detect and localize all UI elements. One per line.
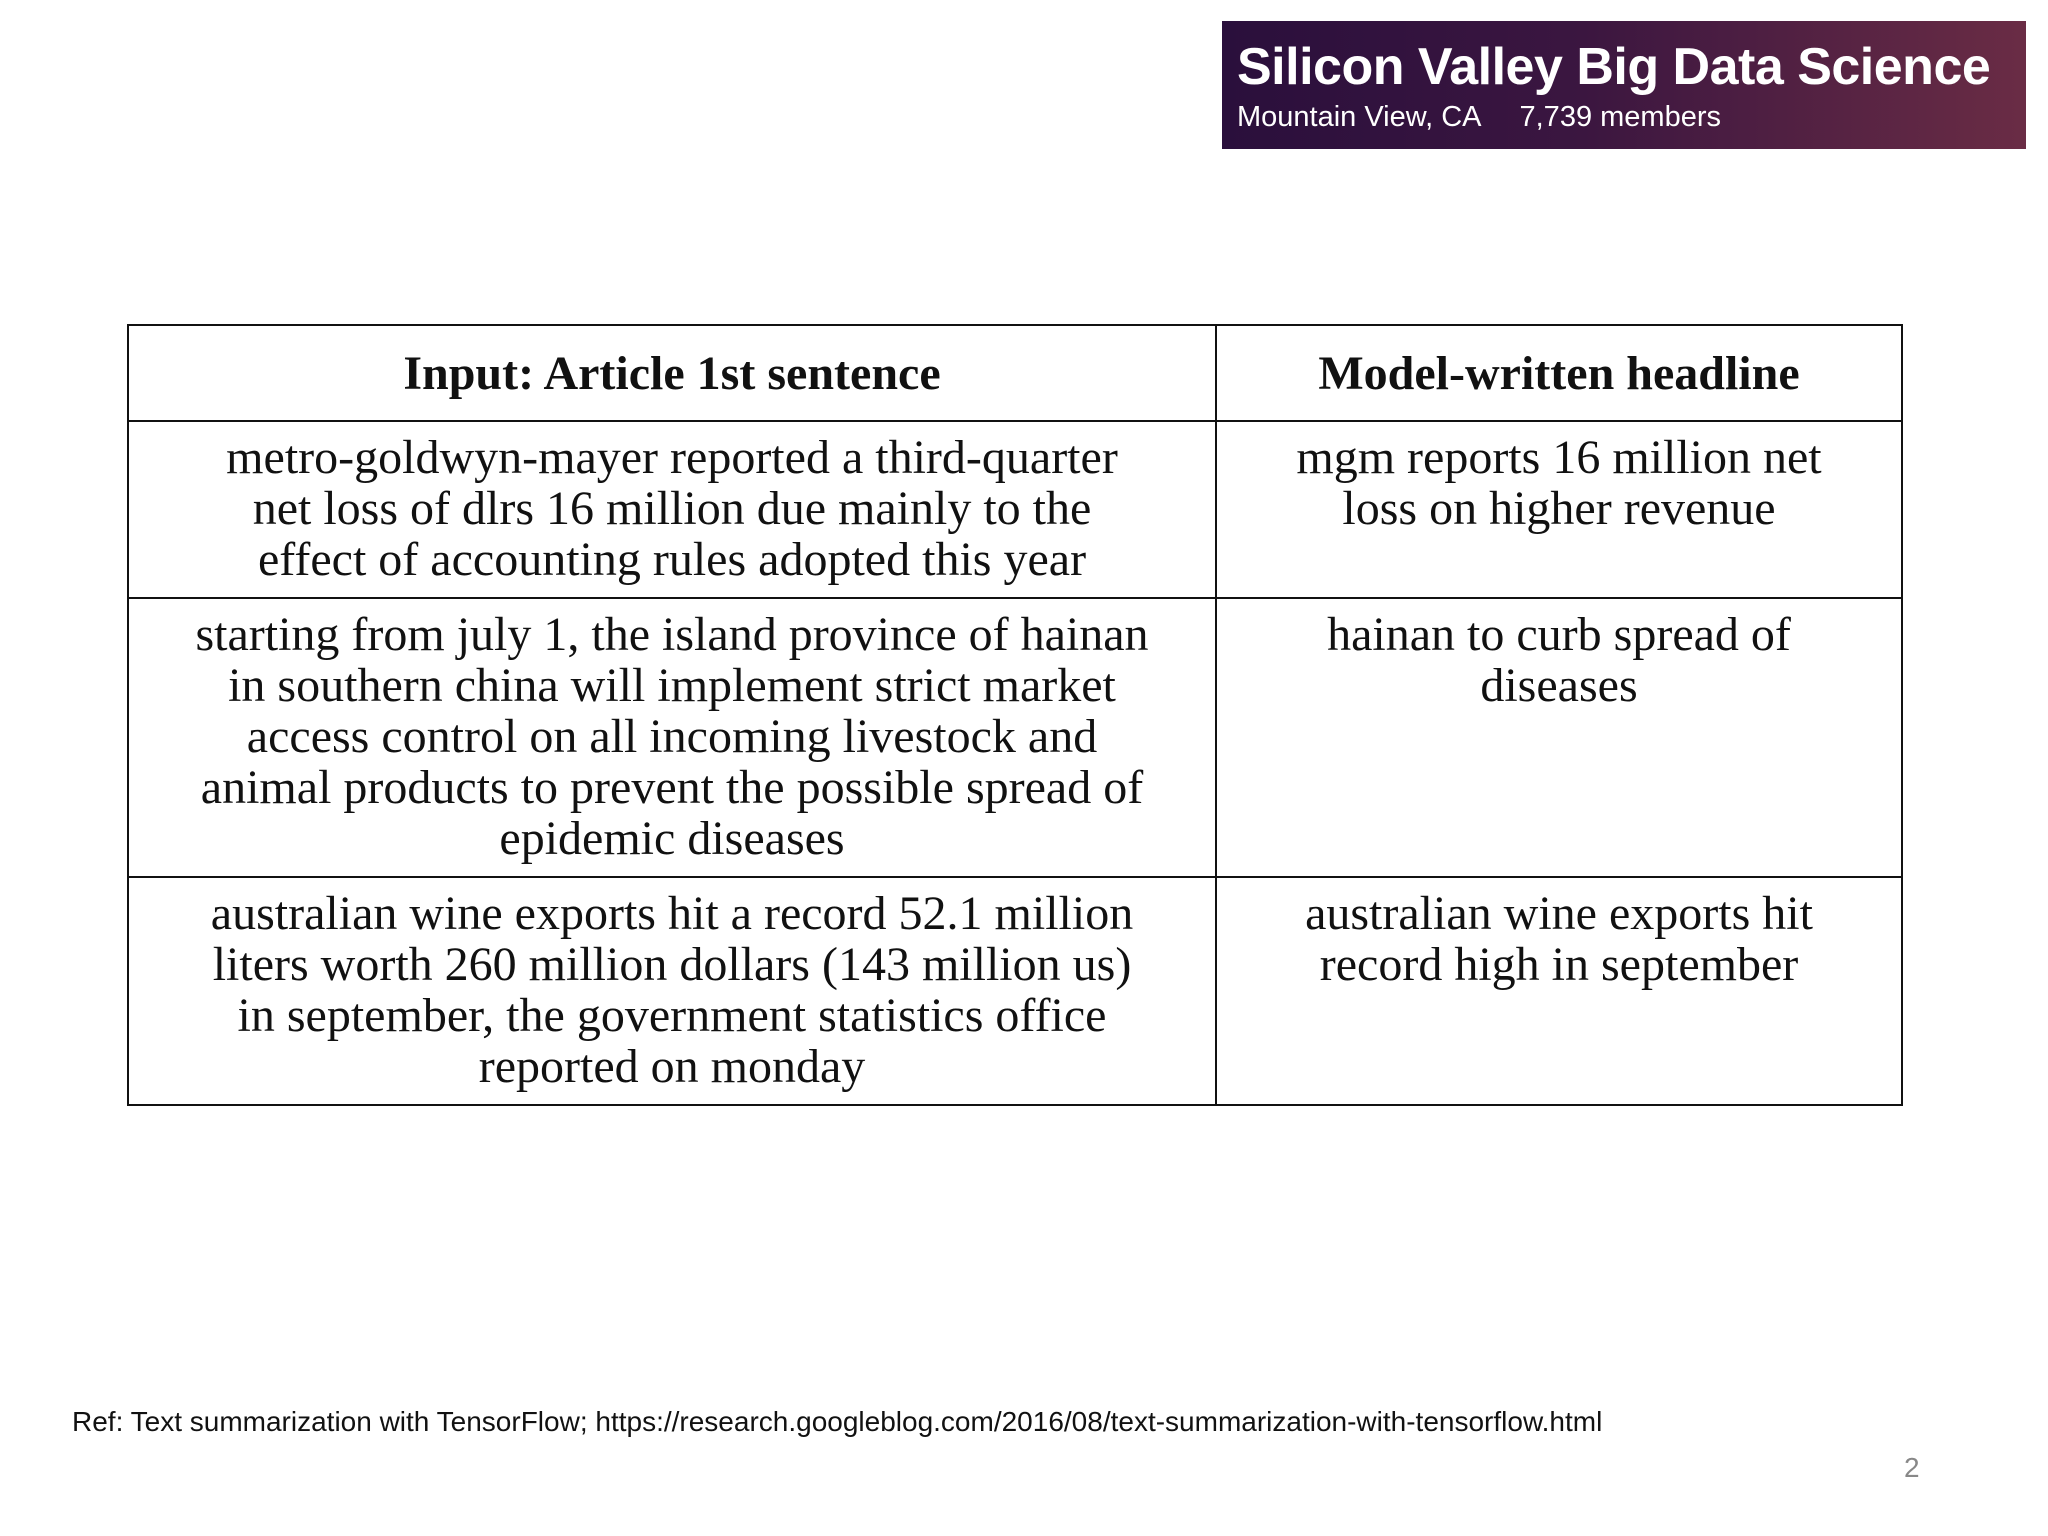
- reference: Ref: Text summarization with TensorFlow;…: [72, 1406, 1603, 1437]
- members: 7,739 members: [1519, 101, 1722, 133]
- table-row: starting from july 1, the island provinc…: [127, 597, 1903, 878]
- text-line: loss on higher revenue: [1342, 482, 1776, 535]
- text-line: in southern china will implement strict …: [228, 659, 1116, 712]
- input-cell: starting from july 1, the island provinc…: [127, 597, 1217, 878]
- banner-subtitle: Mountain View, CA 7,739 members: [1237, 99, 2026, 135]
- text-line: australian wine exports hit: [1305, 887, 1813, 940]
- text-line: mgm reports 16 million net: [1296, 431, 1822, 484]
- table-row: australian wine exports hit a record 52.…: [127, 876, 1903, 1106]
- text-line: access control on all incoming livestock…: [246, 710, 1098, 763]
- table-row: metro-goldwyn-mayer reported a third-qua…: [127, 420, 1903, 599]
- page-number: 2: [1904, 1452, 1920, 1483]
- banner: Silicon Valley Big Data Science Mountain…: [1222, 21, 2026, 149]
- input-cell: australian wine exports hit a record 52.…: [127, 876, 1217, 1106]
- input-cell: metro-goldwyn-mayer reported a third-qua…: [127, 420, 1217, 599]
- text-line: net loss of dlrs 16 million due mainly t…: [252, 482, 1092, 535]
- text-line: diseases: [1480, 659, 1638, 712]
- header-row: Input: Article 1st sentence Model-written…: [127, 324, 1903, 422]
- banner-title: Silicon Valley Big Data Science: [1237, 38, 1991, 96]
- text-line: starting from july 1, the island provinc…: [195, 608, 1149, 661]
- headline-cell: australian wine exports hit record high i…: [1215, 876, 1903, 1106]
- text-line: australian wine exports hit a record 52.…: [210, 887, 1134, 940]
- headline-cell: hainan to curb spread of diseases: [1215, 597, 1903, 878]
- headline-table: Input: Article 1st sentence Model-written…: [127, 324, 1903, 1106]
- text-line: epidemic diseases: [499, 812, 845, 865]
- text-line: effect of accounting rules adopted this …: [257, 533, 1087, 586]
- location: Mountain View, CA: [1237, 101, 1482, 133]
- text-line: hainan to curb spread of: [1327, 608, 1791, 661]
- column-header: Input: Article 1st sentence: [127, 324, 1217, 422]
- headline-cell: mgm reports 16 million net loss on higher…: [1215, 420, 1903, 599]
- text-line: in september, the government statistics …: [237, 989, 1107, 1042]
- column-header: Model-written headline: [1215, 324, 1903, 422]
- text-line: record high in september: [1319, 938, 1799, 991]
- text-line: reported on monday: [478, 1040, 866, 1093]
- text-line: animal products to prevent the possible …: [200, 761, 1144, 814]
- text-line: liters worth 260 million dollars (143 mi…: [212, 938, 1132, 991]
- text-line: metro-goldwyn-mayer reported a third-qua…: [226, 431, 1118, 484]
